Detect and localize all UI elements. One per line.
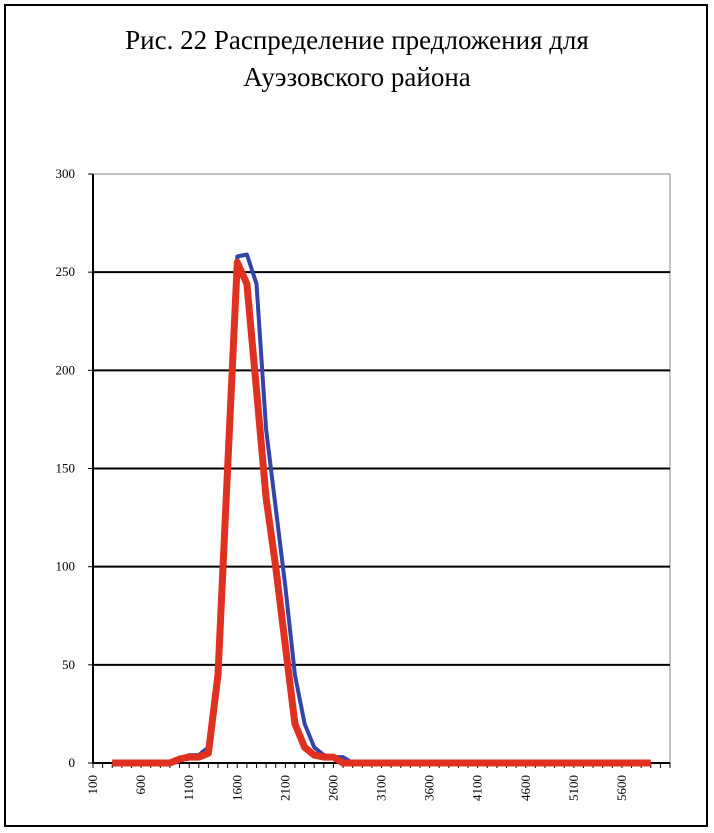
x-tick-label: 1600 [229,775,244,801]
chart-title-line-1: Рис. 22 Распределение предложения для [125,25,589,55]
series-line-1 [112,252,651,765]
chart-title-line-2: Ауэзовского района [243,62,471,92]
x-tick-label: 5100 [566,775,581,801]
series-line-2 [112,258,651,767]
x-tick-label: 2600 [325,775,340,801]
x-tick-label: 4100 [470,775,485,801]
x-tick-label: 3600 [422,775,437,801]
x-tick-label: 2100 [277,775,292,801]
y-tick-label: 250 [56,264,76,279]
y-tick-label: 150 [56,461,76,476]
x-tick-label: 1100 [181,775,196,801]
y-tick-label: 100 [56,559,76,574]
chart-frame [4,4,708,827]
y-tick-label: 0 [69,755,76,770]
y-tick-label: 200 [56,362,76,377]
x-tick-label: 5600 [614,775,629,801]
x-tick-label: 4600 [518,775,533,801]
y-tick-label: 50 [62,657,75,672]
x-tick-label: 100 [85,775,100,795]
y-tick-label: 300 [56,166,76,181]
chart-title: Рис. 22 Распределение предложения для Ау… [0,22,714,96]
x-tick-label: 3100 [374,775,389,801]
x-tick-label: 600 [133,775,148,795]
